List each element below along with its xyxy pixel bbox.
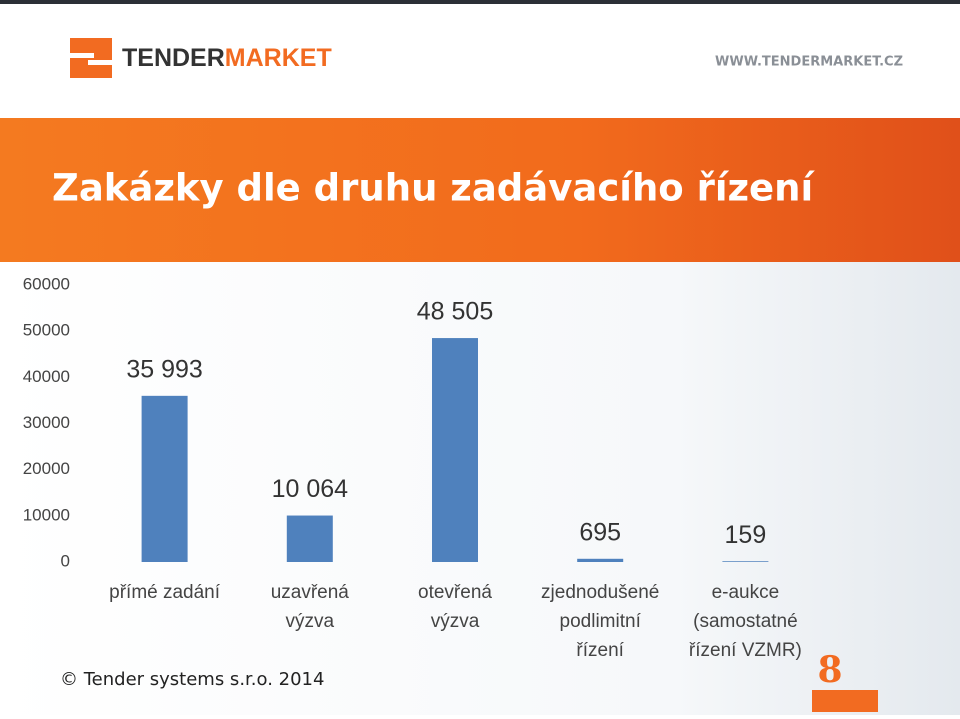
x-tick-label: uzavřená výzva xyxy=(271,582,350,632)
logo-text: TENDERMARKET xyxy=(122,44,332,72)
y-tick-label: 60000 xyxy=(23,274,70,293)
bar xyxy=(432,338,478,562)
data-label: 695 xyxy=(579,518,621,546)
bar xyxy=(141,395,188,562)
bar xyxy=(286,515,333,562)
bar xyxy=(577,558,624,562)
logo-icon xyxy=(70,38,112,78)
x-tick-label: přímé zadání xyxy=(109,582,221,603)
x-tick-label: otevřená výzva xyxy=(418,582,492,632)
y-tick-label: 50000 xyxy=(23,321,70,340)
copyright: © Tender systems s.r.o. 2014 xyxy=(60,669,324,690)
data-label: 10 064 xyxy=(272,475,349,503)
bar xyxy=(722,561,769,562)
x-tick-label: e-aukce (samostatné řízení VZMR) xyxy=(689,582,802,661)
y-tick-label: 40000 xyxy=(23,367,70,386)
page-number: 8 xyxy=(817,649,842,691)
logo-left: TENDER xyxy=(122,44,225,72)
y-tick-label: 20000 xyxy=(23,459,70,478)
y-tick-label: 30000 xyxy=(23,413,70,432)
y-tick-label: 0 xyxy=(61,551,70,570)
data-label: 159 xyxy=(725,521,767,549)
chart-title: Zakázky dle druhu zadávacího řízení xyxy=(52,167,815,210)
x-tick-label: zjednodušené podlimitní řízení xyxy=(541,582,659,661)
data-label: 48 505 xyxy=(417,298,493,326)
page-tab xyxy=(812,690,878,712)
logo-right: MARKET xyxy=(225,44,332,72)
url: WWW.TENDERMARKET.CZ xyxy=(715,55,903,70)
top-bar xyxy=(0,0,960,4)
data-label: 35 993 xyxy=(126,355,202,383)
header-bg xyxy=(0,4,960,118)
y-tick-label: 10000 xyxy=(23,505,70,524)
banner xyxy=(0,118,960,262)
